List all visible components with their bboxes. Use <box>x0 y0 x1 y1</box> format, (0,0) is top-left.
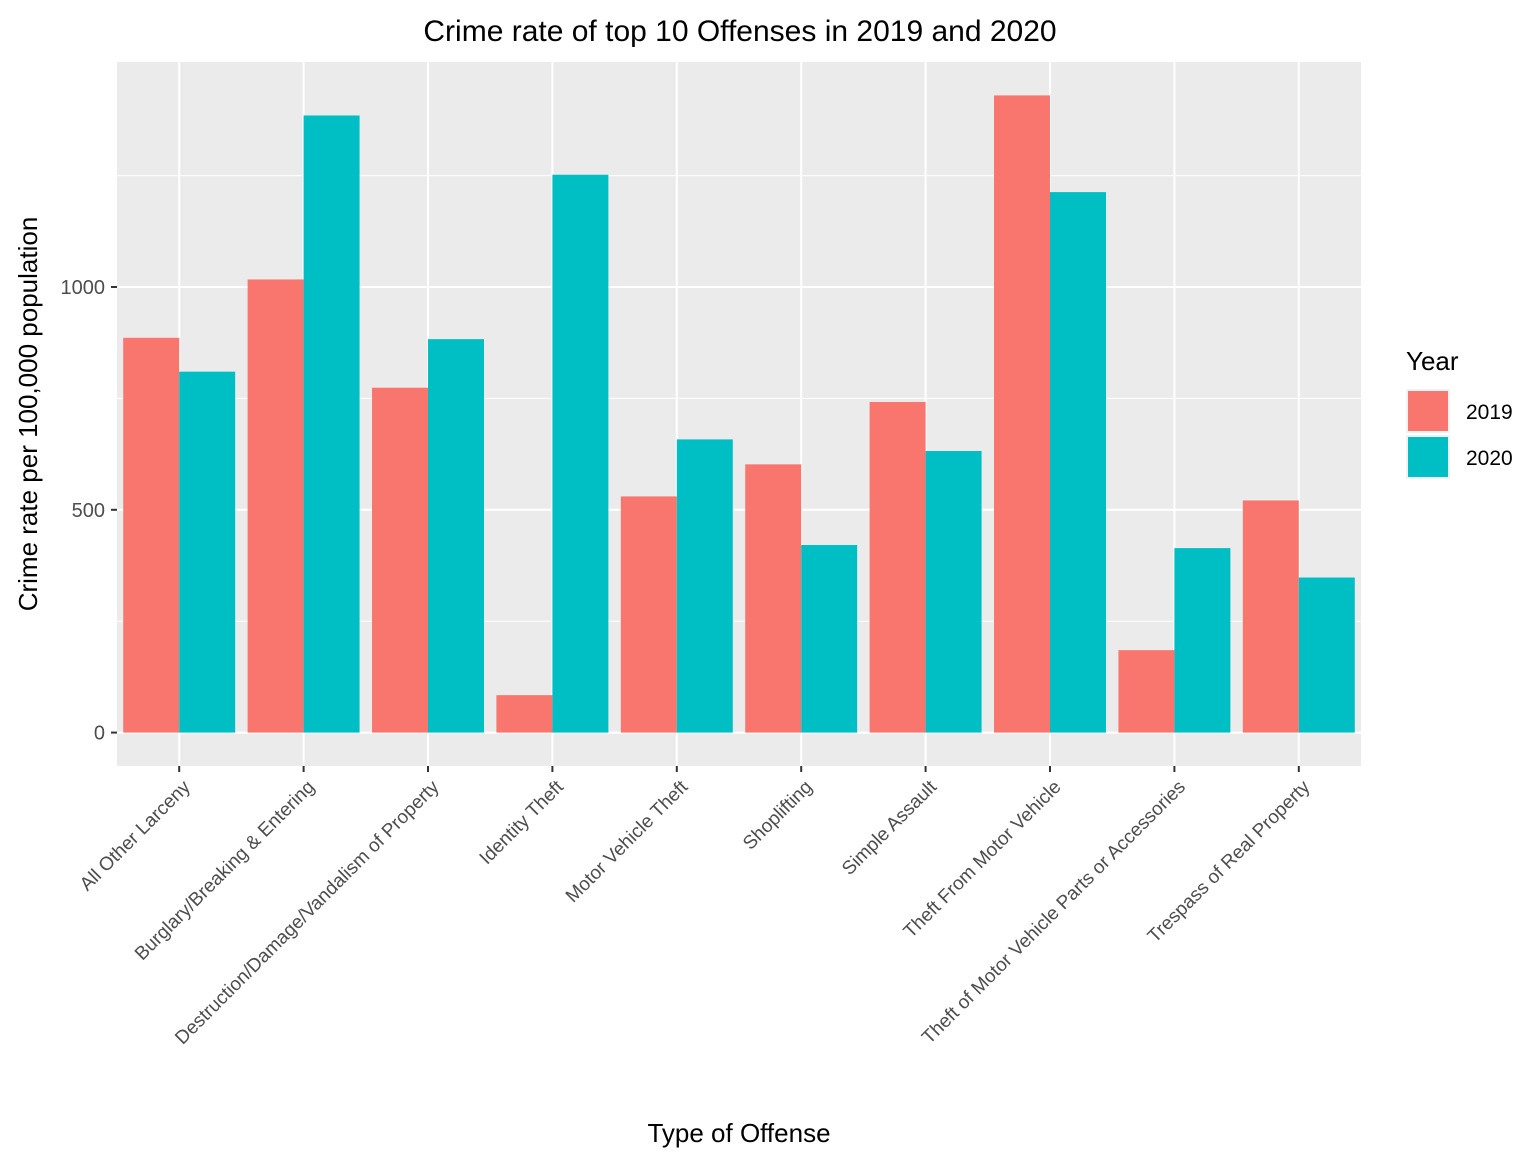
legend-label-2020: 2020 <box>1466 447 1513 470</box>
bar-2020 <box>1050 192 1106 733</box>
legend-swatch-2020 <box>1408 437 1448 477</box>
bar-2019 <box>994 95 1050 733</box>
bar-2020 <box>676 439 733 733</box>
bar-2020 <box>1174 548 1231 733</box>
x-axis-title: Type of Offense <box>647 1118 830 1148</box>
y-tick-label: 0 <box>94 723 105 745</box>
x-tick-label: Destruction/Damage/Vandalism of Property <box>171 776 444 1049</box>
legend-items: 2019 2020 <box>1406 389 1513 479</box>
bar-2020 <box>179 371 236 733</box>
bar-2019 <box>745 464 802 733</box>
bar-2019 <box>372 387 428 733</box>
x-tick-label: Identity Theft <box>476 776 569 869</box>
legend-title: Year <box>1406 346 1459 376</box>
bars <box>123 95 1355 733</box>
y-tick-label: 1000 <box>61 277 106 299</box>
bar-2020 <box>1298 577 1355 733</box>
bar-2019 <box>496 695 553 733</box>
bar-2019 <box>247 279 304 733</box>
chart-title: Crime rate of top 10 Offenses in 2019 an… <box>423 15 1056 48</box>
bar-2020 <box>801 544 858 733</box>
y-axis-title: Crime rate per 100,000 population <box>13 217 43 612</box>
bar-2019 <box>869 401 926 733</box>
bar-2020 <box>303 115 360 733</box>
y-axis-ticks: 0 500 1000 <box>61 277 117 745</box>
x-tick-label: Shoplifting <box>739 777 817 855</box>
x-tick-label: All Other Larceny <box>76 776 195 895</box>
bar-2019 <box>1118 650 1175 733</box>
bar-2020 <box>552 174 609 733</box>
bar-2019 <box>1242 500 1299 733</box>
x-tick-label: Simple Assault <box>838 776 941 879</box>
x-tick-label: Motor Vehicle Theft <box>562 776 693 907</box>
bar-2020 <box>925 450 982 733</box>
bar-2019 <box>123 337 180 733</box>
legend-swatch-2019 <box>1408 391 1448 431</box>
legend-label-2019: 2019 <box>1466 401 1513 424</box>
x-tick-label: Theft of Motor Vehicle Parts or Accessor… <box>918 777 1190 1049</box>
legend: Year 2019 2020 <box>1406 346 1513 479</box>
bar-2020 <box>428 339 484 733</box>
bar-2019 <box>620 496 677 733</box>
y-tick-label: 500 <box>72 500 105 522</box>
